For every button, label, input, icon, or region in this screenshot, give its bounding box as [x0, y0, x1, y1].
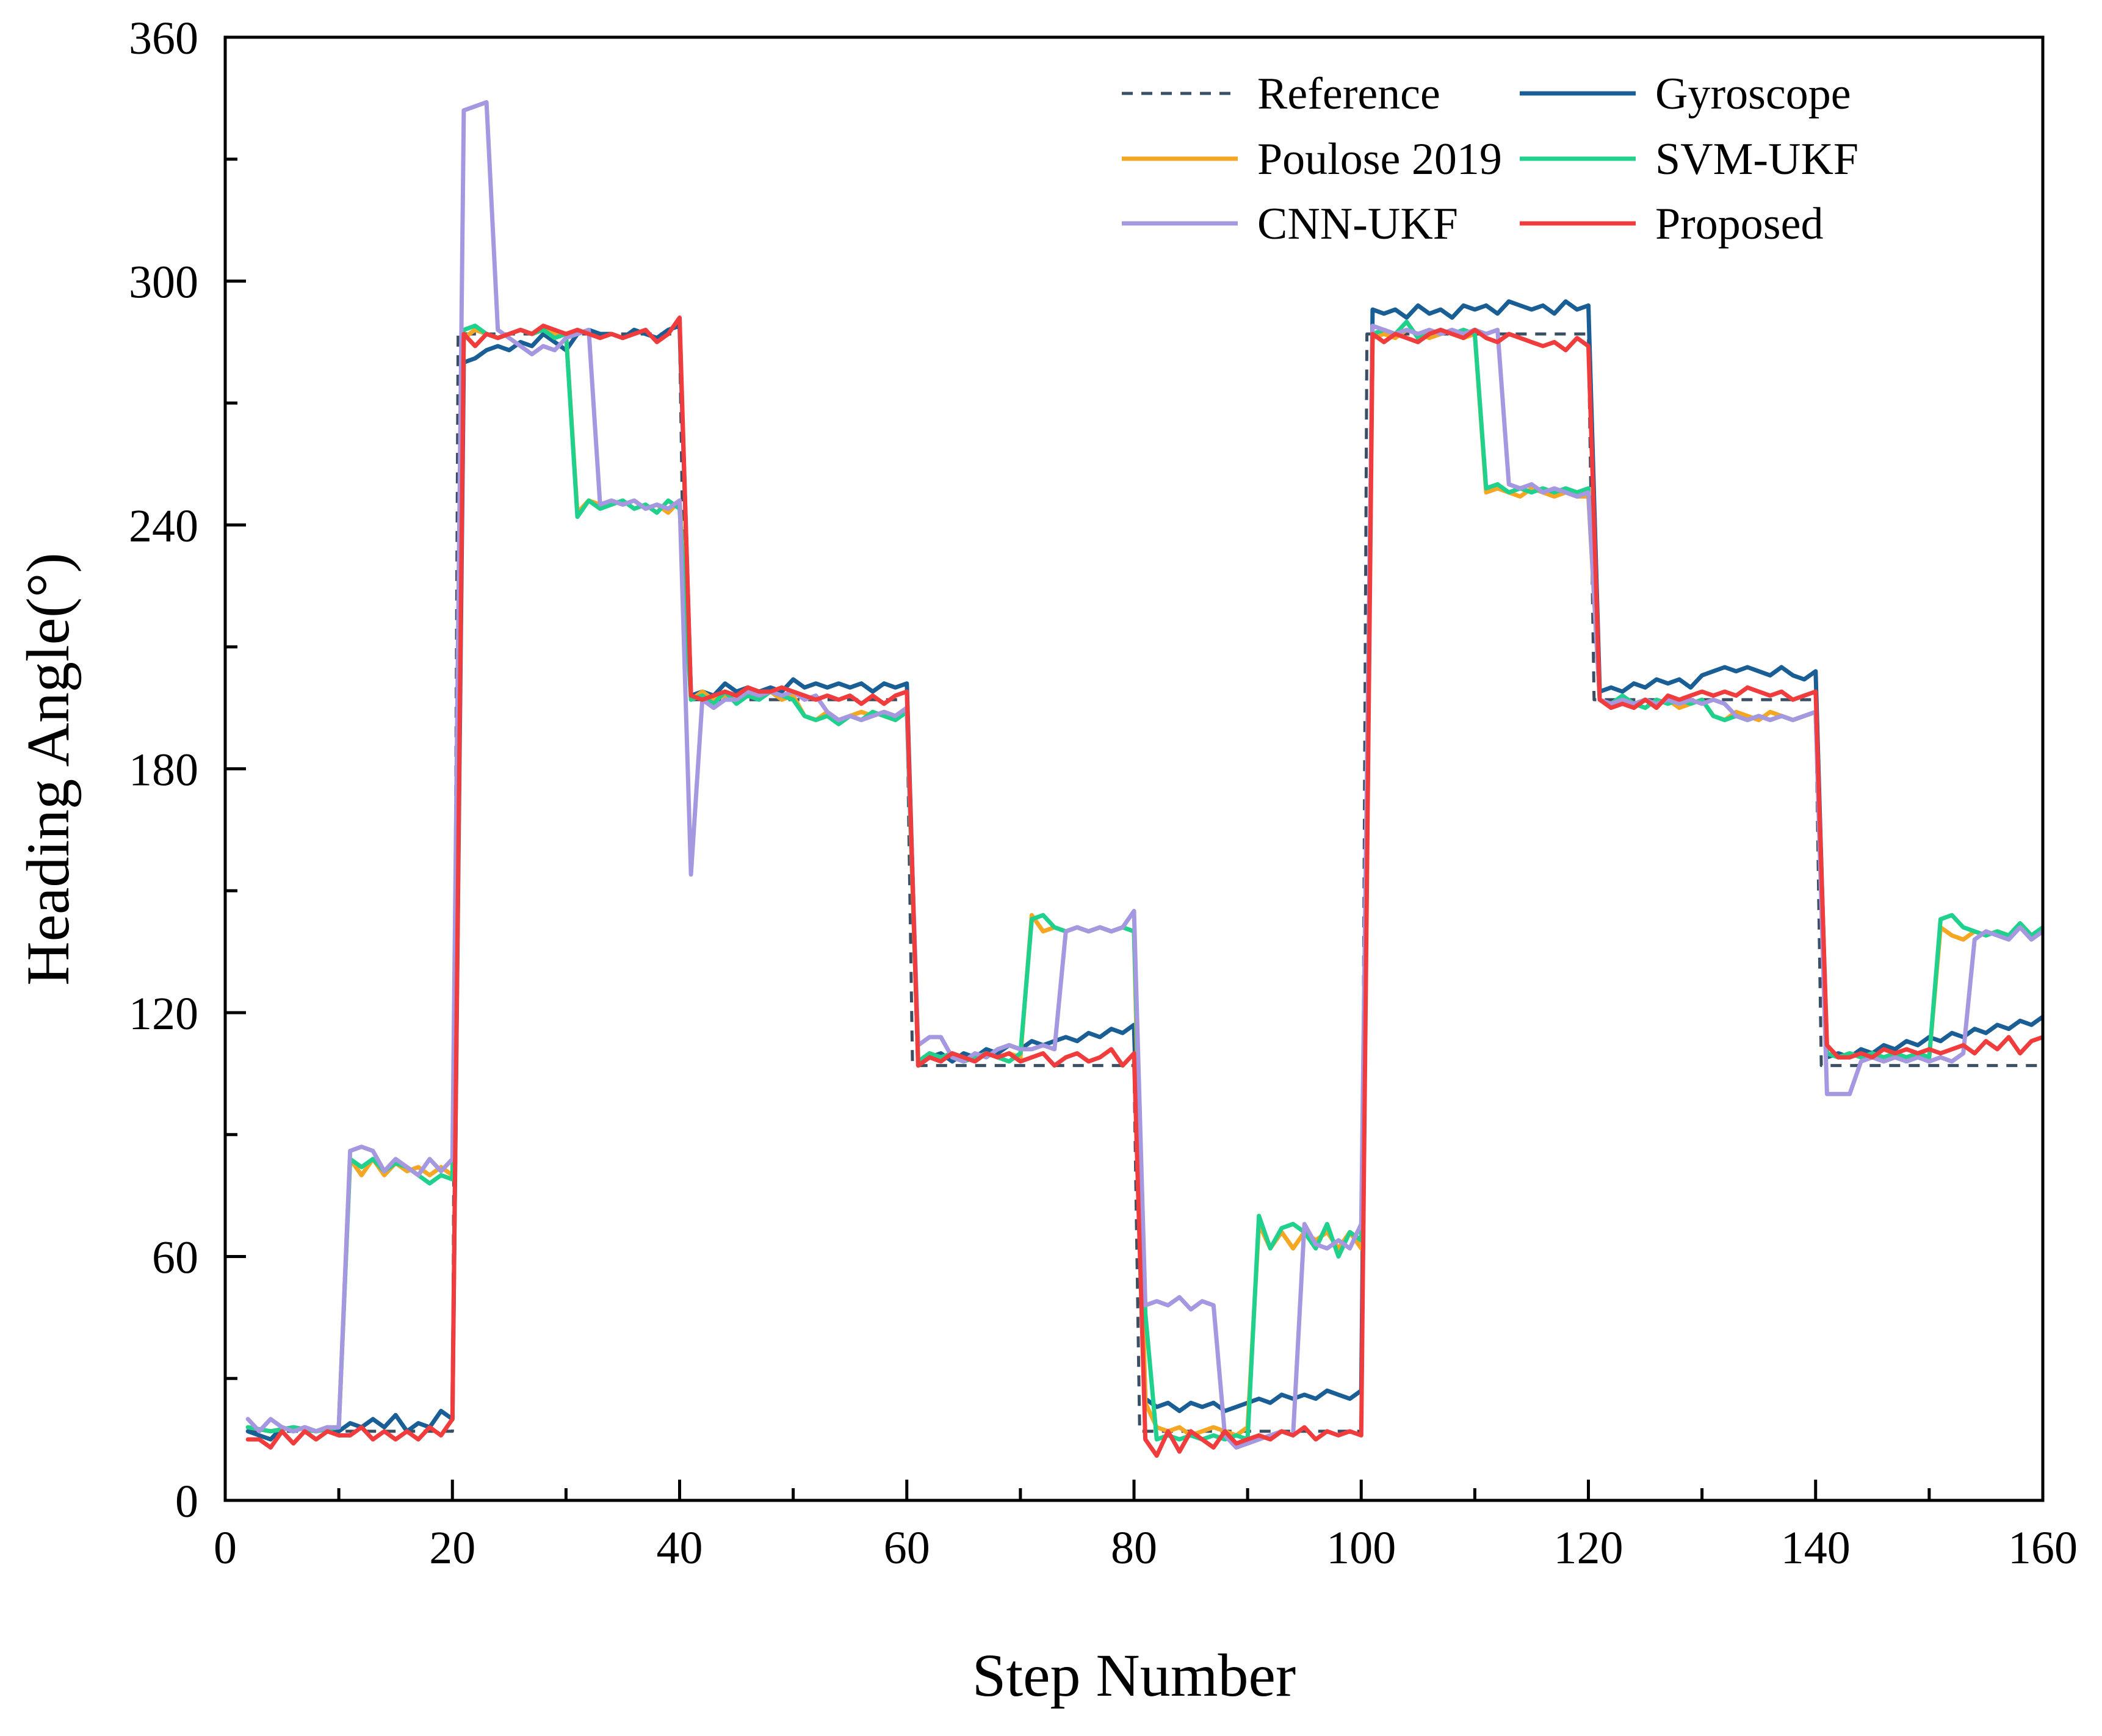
series-layer	[245, 100, 2043, 1458]
x-axis-title: Step Number	[972, 1641, 1296, 1709]
x-tick-label-60: 60	[884, 1522, 930, 1574]
y-tick-label-180: 180	[129, 745, 198, 796]
x-tick-label-100: 100	[1326, 1522, 1396, 1574]
legend-label-gyroscope: Gyroscope	[1655, 69, 1851, 119]
x-tick-label-140: 140	[1781, 1522, 1851, 1574]
x-tick-label-20: 20	[429, 1522, 475, 1574]
series-line-proposed	[245, 315, 2043, 1458]
legend-label-reference: Reference	[1257, 69, 1440, 119]
y-tick-label-120: 120	[129, 988, 198, 1040]
tick-layer: 0 20 40 60 80 100 120 140 160 0 60 120 180 240 300 360	[129, 13, 2078, 1574]
legend: Reference Gyroscope Poulose 2019 SVM-UKF CNN…	[1122, 69, 1858, 249]
y-tick-label-0: 0	[175, 1476, 198, 1527]
plot-frame	[223, 35, 2045, 1502]
legend-label-svm-ukf: SVM-UKF	[1655, 134, 1858, 184]
x-tick-label-0: 0	[214, 1522, 237, 1574]
x-tick-label-120: 120	[1554, 1522, 1623, 1574]
x-tick-label-40: 40	[657, 1522, 703, 1574]
y-axis-title: Heading Angle(°)	[14, 552, 82, 985]
legend-label-cnn-ukf: CNN-UKF	[1257, 199, 1458, 249]
legend-label-proposed: Proposed	[1655, 199, 1823, 249]
y-tick-label-240: 240	[129, 501, 198, 552]
y-tick-label-360: 360	[129, 13, 198, 64]
series-line-cnn-ukf	[245, 100, 2043, 1450]
y-tick-label-300: 300	[129, 257, 198, 308]
legend-label-poulose-2019: Poulose 2019	[1257, 134, 1502, 184]
x-tick-label-80: 80	[1111, 1522, 1157, 1574]
x-tick-label-160: 160	[2008, 1522, 2078, 1574]
y-tick-label-60: 60	[152, 1232, 198, 1284]
